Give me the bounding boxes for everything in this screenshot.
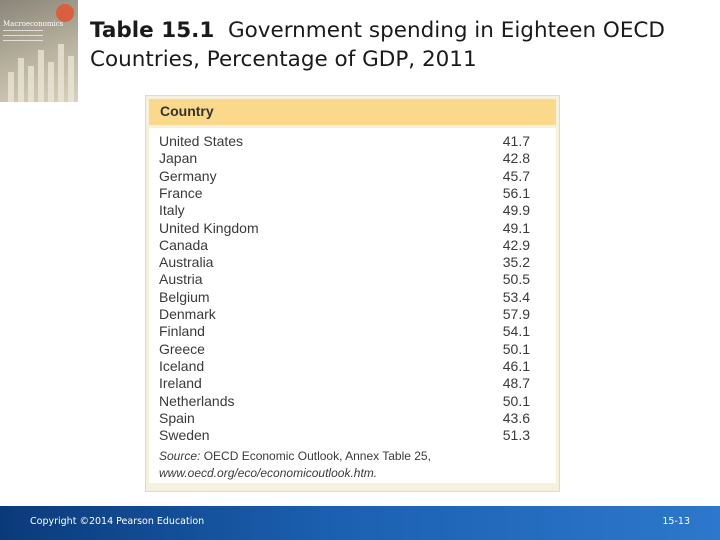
table-row: Sweden 51.3 [149, 427, 556, 444]
spending-value: 51.3 [502, 427, 530, 444]
country-name: Sweden [159, 427, 210, 444]
slide-footer: Copyright ©2014 Pearson Education 15-13 [0, 506, 720, 540]
table-row: Belgium 53.4 [149, 289, 556, 306]
country-name: Japan [159, 150, 198, 167]
spending-value: 50.1 [502, 392, 530, 409]
country-name: Austria [159, 271, 203, 288]
country-name: Finland [159, 323, 205, 340]
spending-value: 49.1 [502, 219, 530, 236]
cover-badge-icon [56, 4, 74, 22]
country-name: France [159, 184, 203, 201]
country-name: Iceland [159, 357, 205, 374]
table-header-row: Country [149, 99, 556, 125]
cover-bar [48, 62, 54, 102]
country-name: Australia [159, 254, 214, 271]
country-name: Netherlands [159, 392, 235, 409]
book-cover-thumbnail: Macroeconomics [0, 0, 78, 102]
country-name: United Kingdom [159, 219, 259, 236]
slide-title: Table 15.1 Government spending in Eighte… [90, 16, 710, 74]
country-name: United States [159, 133, 244, 149]
spending-value: 35.2 [502, 254, 530, 271]
country-name: Belgium [159, 288, 210, 305]
table-row: United Kingdom 49.1 [149, 220, 556, 237]
table-row: France 56.1 [149, 185, 556, 202]
table-row: Spain 43.6 [149, 410, 556, 427]
spending-value: 54.1 [502, 323, 530, 340]
column-header-country: Country [160, 103, 214, 119]
spending-value: 50.5 [502, 271, 530, 288]
copyright-notice: Copyright ©2014 Pearson Education [30, 516, 205, 527]
cover-bar [18, 58, 24, 102]
table-source-note: Source: OECD Economic Outlook, Annex Tab… [159, 448, 539, 482]
spending-value: 56.1 [502, 184, 530, 201]
country-name: Italy [159, 202, 185, 219]
spending-value: 53.4 [502, 288, 530, 305]
cover-bar [68, 56, 74, 102]
spending-value: 50.1 [502, 340, 530, 357]
spending-value: 46.1 [502, 357, 530, 374]
table-row: Denmark 57.9 [149, 306, 556, 323]
cover-bar [8, 72, 14, 102]
source-text: OECD Economic Outlook, Annex Table 25, [203, 449, 431, 463]
country-name: Spain [159, 409, 195, 426]
country-name: Greece [159, 340, 205, 357]
table-row: Netherlands 50.1 [149, 393, 556, 410]
slide-number: 15-13 [662, 516, 690, 527]
spending-value: 49.9 [502, 202, 530, 219]
table-row: Austria 50.5 [149, 271, 556, 288]
table-row: Canada 42.9 [149, 237, 556, 254]
table-body: United States 41.7 Japan 42.8 Germany 45… [149, 128, 556, 483]
slide-title-label: Table 15.1 [90, 18, 215, 43]
table-row: Japan 42.8 [149, 150, 556, 167]
table-row: United States 41.7 [149, 133, 556, 150]
table-row: Italy 49.9 [149, 202, 556, 219]
table-row: Australia 35.2 [149, 254, 556, 271]
country-name: Ireland [159, 375, 202, 392]
table-row: Germany 45.7 [149, 168, 556, 185]
spending-table: Country United States 41.7 Japan 42.8 Ge… [145, 95, 560, 492]
slide-title-text: Government spending in Eighteen OECD Cou… [90, 18, 665, 72]
spending-value: 45.7 [502, 167, 530, 184]
spending-value: 43.6 [502, 409, 530, 426]
spending-value: 57.9 [502, 306, 530, 322]
spending-value: 42.9 [502, 236, 530, 253]
cover-subtitle-lines [3, 30, 43, 45]
table-row: Iceland 46.1 [149, 358, 556, 375]
cover-book-title: Macroeconomics [3, 20, 64, 28]
table-row: Greece 50.1 [149, 341, 556, 358]
source-url[interactable]: www.oecd.org/eco/economicoutlook.htm. [159, 466, 378, 480]
cover-bar [38, 50, 44, 102]
spending-value: 48.7 [502, 375, 530, 392]
table-row: Finland 54.1 [149, 323, 556, 340]
table-row: Ireland 48.7 [149, 375, 556, 392]
spending-value: 42.8 [502, 150, 530, 167]
country-name: Germany [159, 167, 217, 184]
cover-bar [28, 66, 34, 102]
source-prefix: Source: [159, 449, 201, 463]
country-name: Canada [159, 236, 209, 253]
cover-bar [58, 44, 64, 102]
country-name: Denmark [159, 306, 216, 322]
spending-value: 41.7 [502, 133, 530, 149]
